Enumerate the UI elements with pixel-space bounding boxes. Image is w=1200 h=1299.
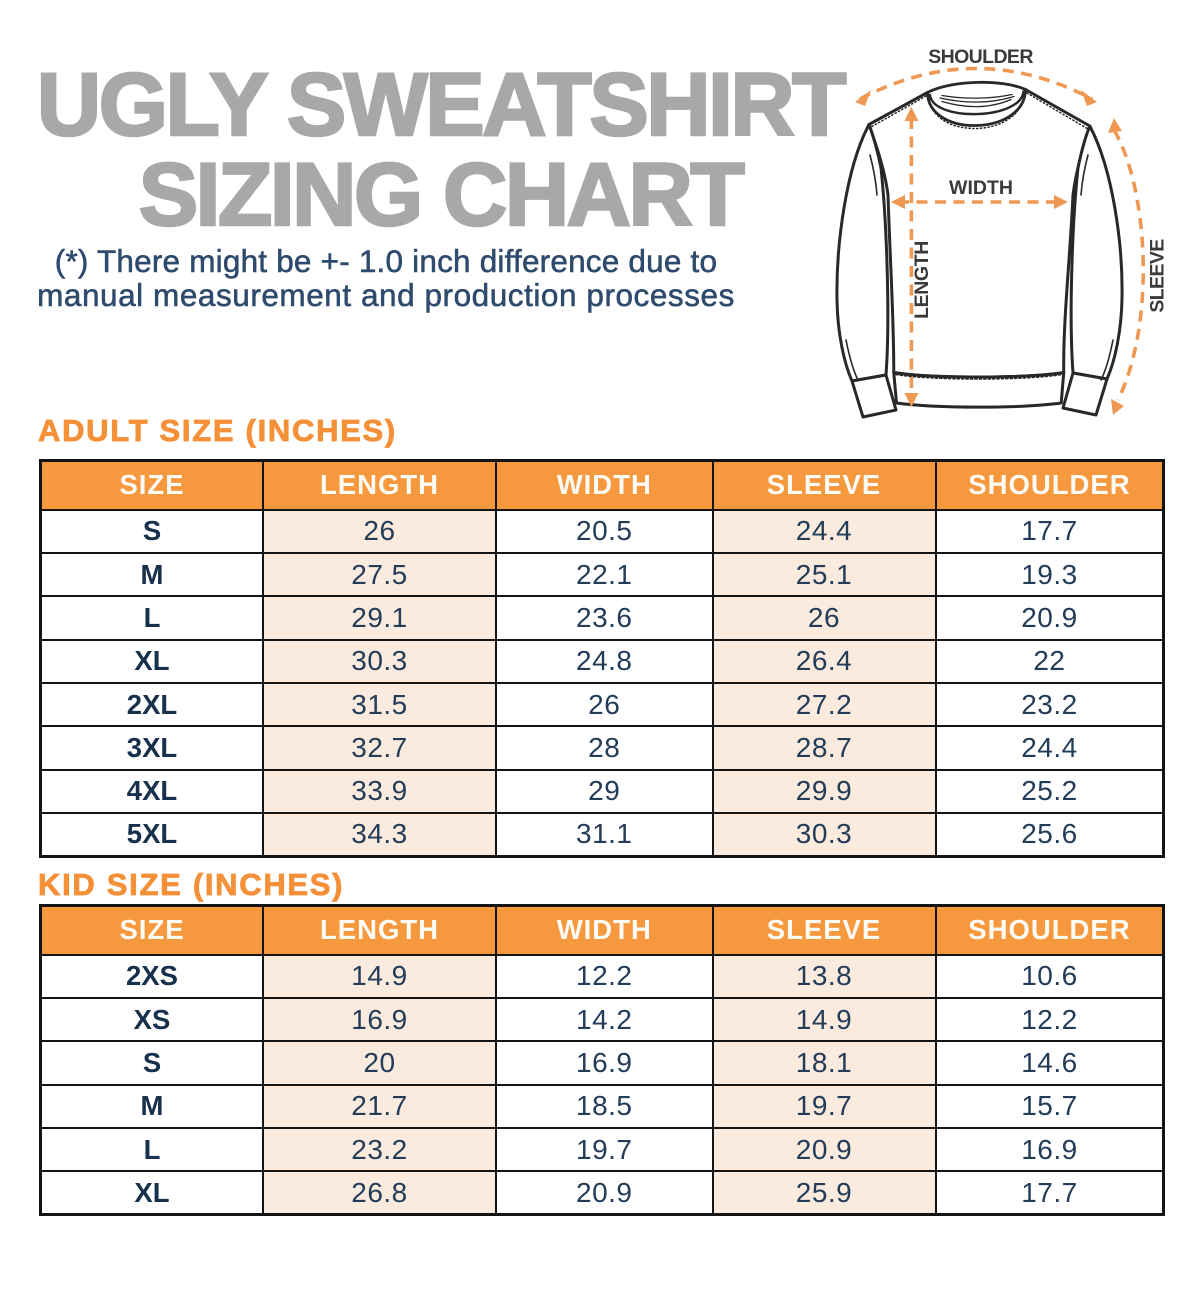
svg-text:SHOULDER: SHOULDER	[928, 46, 1033, 68]
svg-text:LENGTH: LENGTH	[911, 241, 933, 319]
svg-text:WIDTH: WIDTH	[949, 177, 1013, 199]
svg-text:SLEEVE: SLEEVE	[1147, 239, 1169, 313]
